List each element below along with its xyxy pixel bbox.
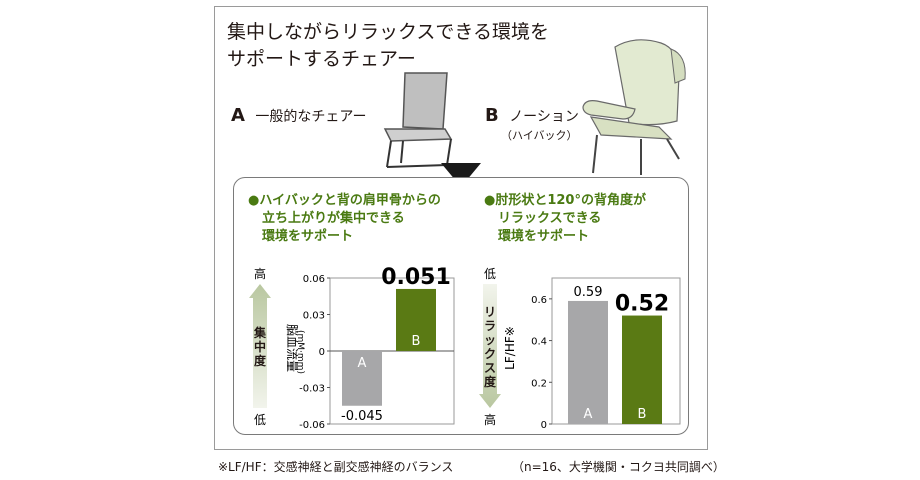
c1-bar-b xyxy=(622,315,662,424)
right-note: ●肘形状と120°の背角度が リラックスできる 環境をサポート xyxy=(484,192,646,246)
c0-side-bottom: 低 xyxy=(254,413,266,427)
infographic-frame: 集中しながらリラックスできる環境を サポートするチェアー A 一般的なチェアー … xyxy=(214,6,708,450)
results-panel: ●ハイバックと背の肩甲骨からの 立ち上がりが集中できる 環境をサポート ●肘形状… xyxy=(233,177,689,435)
c0-bar-a xyxy=(342,351,382,406)
c1-ytick-label: 0.2 xyxy=(531,378,547,389)
page-title: 集中しながらリラックスできる環境を サポートするチェアー xyxy=(227,19,557,73)
c1-plot-frame xyxy=(551,277,681,425)
chair-a-illustration xyxy=(383,72,453,168)
chair-a-text: 一般的なチェアー xyxy=(255,109,367,125)
c0-bar-category: B xyxy=(412,334,421,349)
c0-side-label: 集中度 xyxy=(253,325,267,368)
down-arrow-icon xyxy=(441,163,481,187)
lfhf-chart: 低高 リラックス度 LF/HF※ 0.6 0.4 0.2 0 A 0.59 B 0.52 xyxy=(479,267,681,431)
c0-value-label: -0.045 xyxy=(341,409,383,424)
c1-value-label: 0.52 xyxy=(615,292,669,317)
chair-a-letter: A xyxy=(231,105,245,126)
c0-yunit: (mM·mm) xyxy=(295,330,305,374)
c0-ytick-label: 0 xyxy=(319,347,325,358)
c1-value-label: 0.59 xyxy=(574,285,603,300)
right-note-line-3: 環境をサポート xyxy=(498,229,590,244)
left-note-line-3: 環境をサポート xyxy=(262,229,354,244)
chair-b-label: B ノーション xyxy=(485,105,579,126)
chair-b-illustration xyxy=(582,39,686,175)
c1-side-label: リラックス度 xyxy=(484,305,497,389)
footnote-right: （n=16、大学機関・コクヨ共同調べ） xyxy=(512,460,725,474)
title-line-1: 集中しながらリラックスできる環境を xyxy=(227,21,550,43)
chair-b-letter: B xyxy=(485,105,499,126)
c1-bar-a xyxy=(568,300,608,424)
c0-ytick-label: 0.06 xyxy=(303,274,325,285)
left-note: ●ハイバックと背の肩甲骨からの 立ち上がりが集中できる 環境をサポート xyxy=(248,192,441,246)
c1-ytick-label: 0.6 xyxy=(531,295,547,306)
chair-b-sub: （ハイバック） xyxy=(501,129,578,142)
c0-value-label: 0.051 xyxy=(381,265,451,290)
blood-flow-chart: 高低 集中度 脳血流量(mM·mm) 0.06 0.03 0 -0.03 -0.06 A -0.0… xyxy=(249,265,455,431)
c0-ytick-label: -0.03 xyxy=(299,384,325,395)
right-note-line-2: リラックスできる xyxy=(498,211,602,226)
c0-ytick-label: 0.03 xyxy=(303,311,325,322)
c0-bar-category: A xyxy=(358,356,367,371)
right-note-line-1: ●肘形状と120°の背角度が xyxy=(484,193,646,208)
c1-bar-category: B xyxy=(638,407,647,422)
c1-bar-category: A xyxy=(584,407,593,422)
left-note-line-1: ●ハイバックと背の肩甲骨からの xyxy=(248,193,441,208)
c1-side-arrow xyxy=(479,284,501,408)
chair-b-text: ノーション xyxy=(509,109,579,125)
c0-ylabel: 脳血流量 xyxy=(285,324,299,372)
c1-side-bottom: 高 xyxy=(484,412,496,427)
left-note-line-2: 立ち上がりが集中できる xyxy=(262,211,405,226)
c1-ylabel: LF/HF※ xyxy=(503,326,517,370)
c1-ytick-label: 0 xyxy=(541,420,547,431)
c1-side-top: 低 xyxy=(484,267,496,281)
c1-ytick-label: 0.4 xyxy=(531,337,547,348)
chair-a-label: A 一般的なチェアー xyxy=(231,105,367,126)
footnote-left: ※LF/HF：交感神経と副交感神経のバランス xyxy=(218,460,454,474)
title-line-2: サポートするチェアー xyxy=(227,48,416,70)
c0-ytick-label: -0.06 xyxy=(299,420,325,431)
c0-bar-b xyxy=(396,288,436,351)
c0-side-top: 高 xyxy=(254,266,266,281)
c0-side-arrow xyxy=(249,284,271,408)
